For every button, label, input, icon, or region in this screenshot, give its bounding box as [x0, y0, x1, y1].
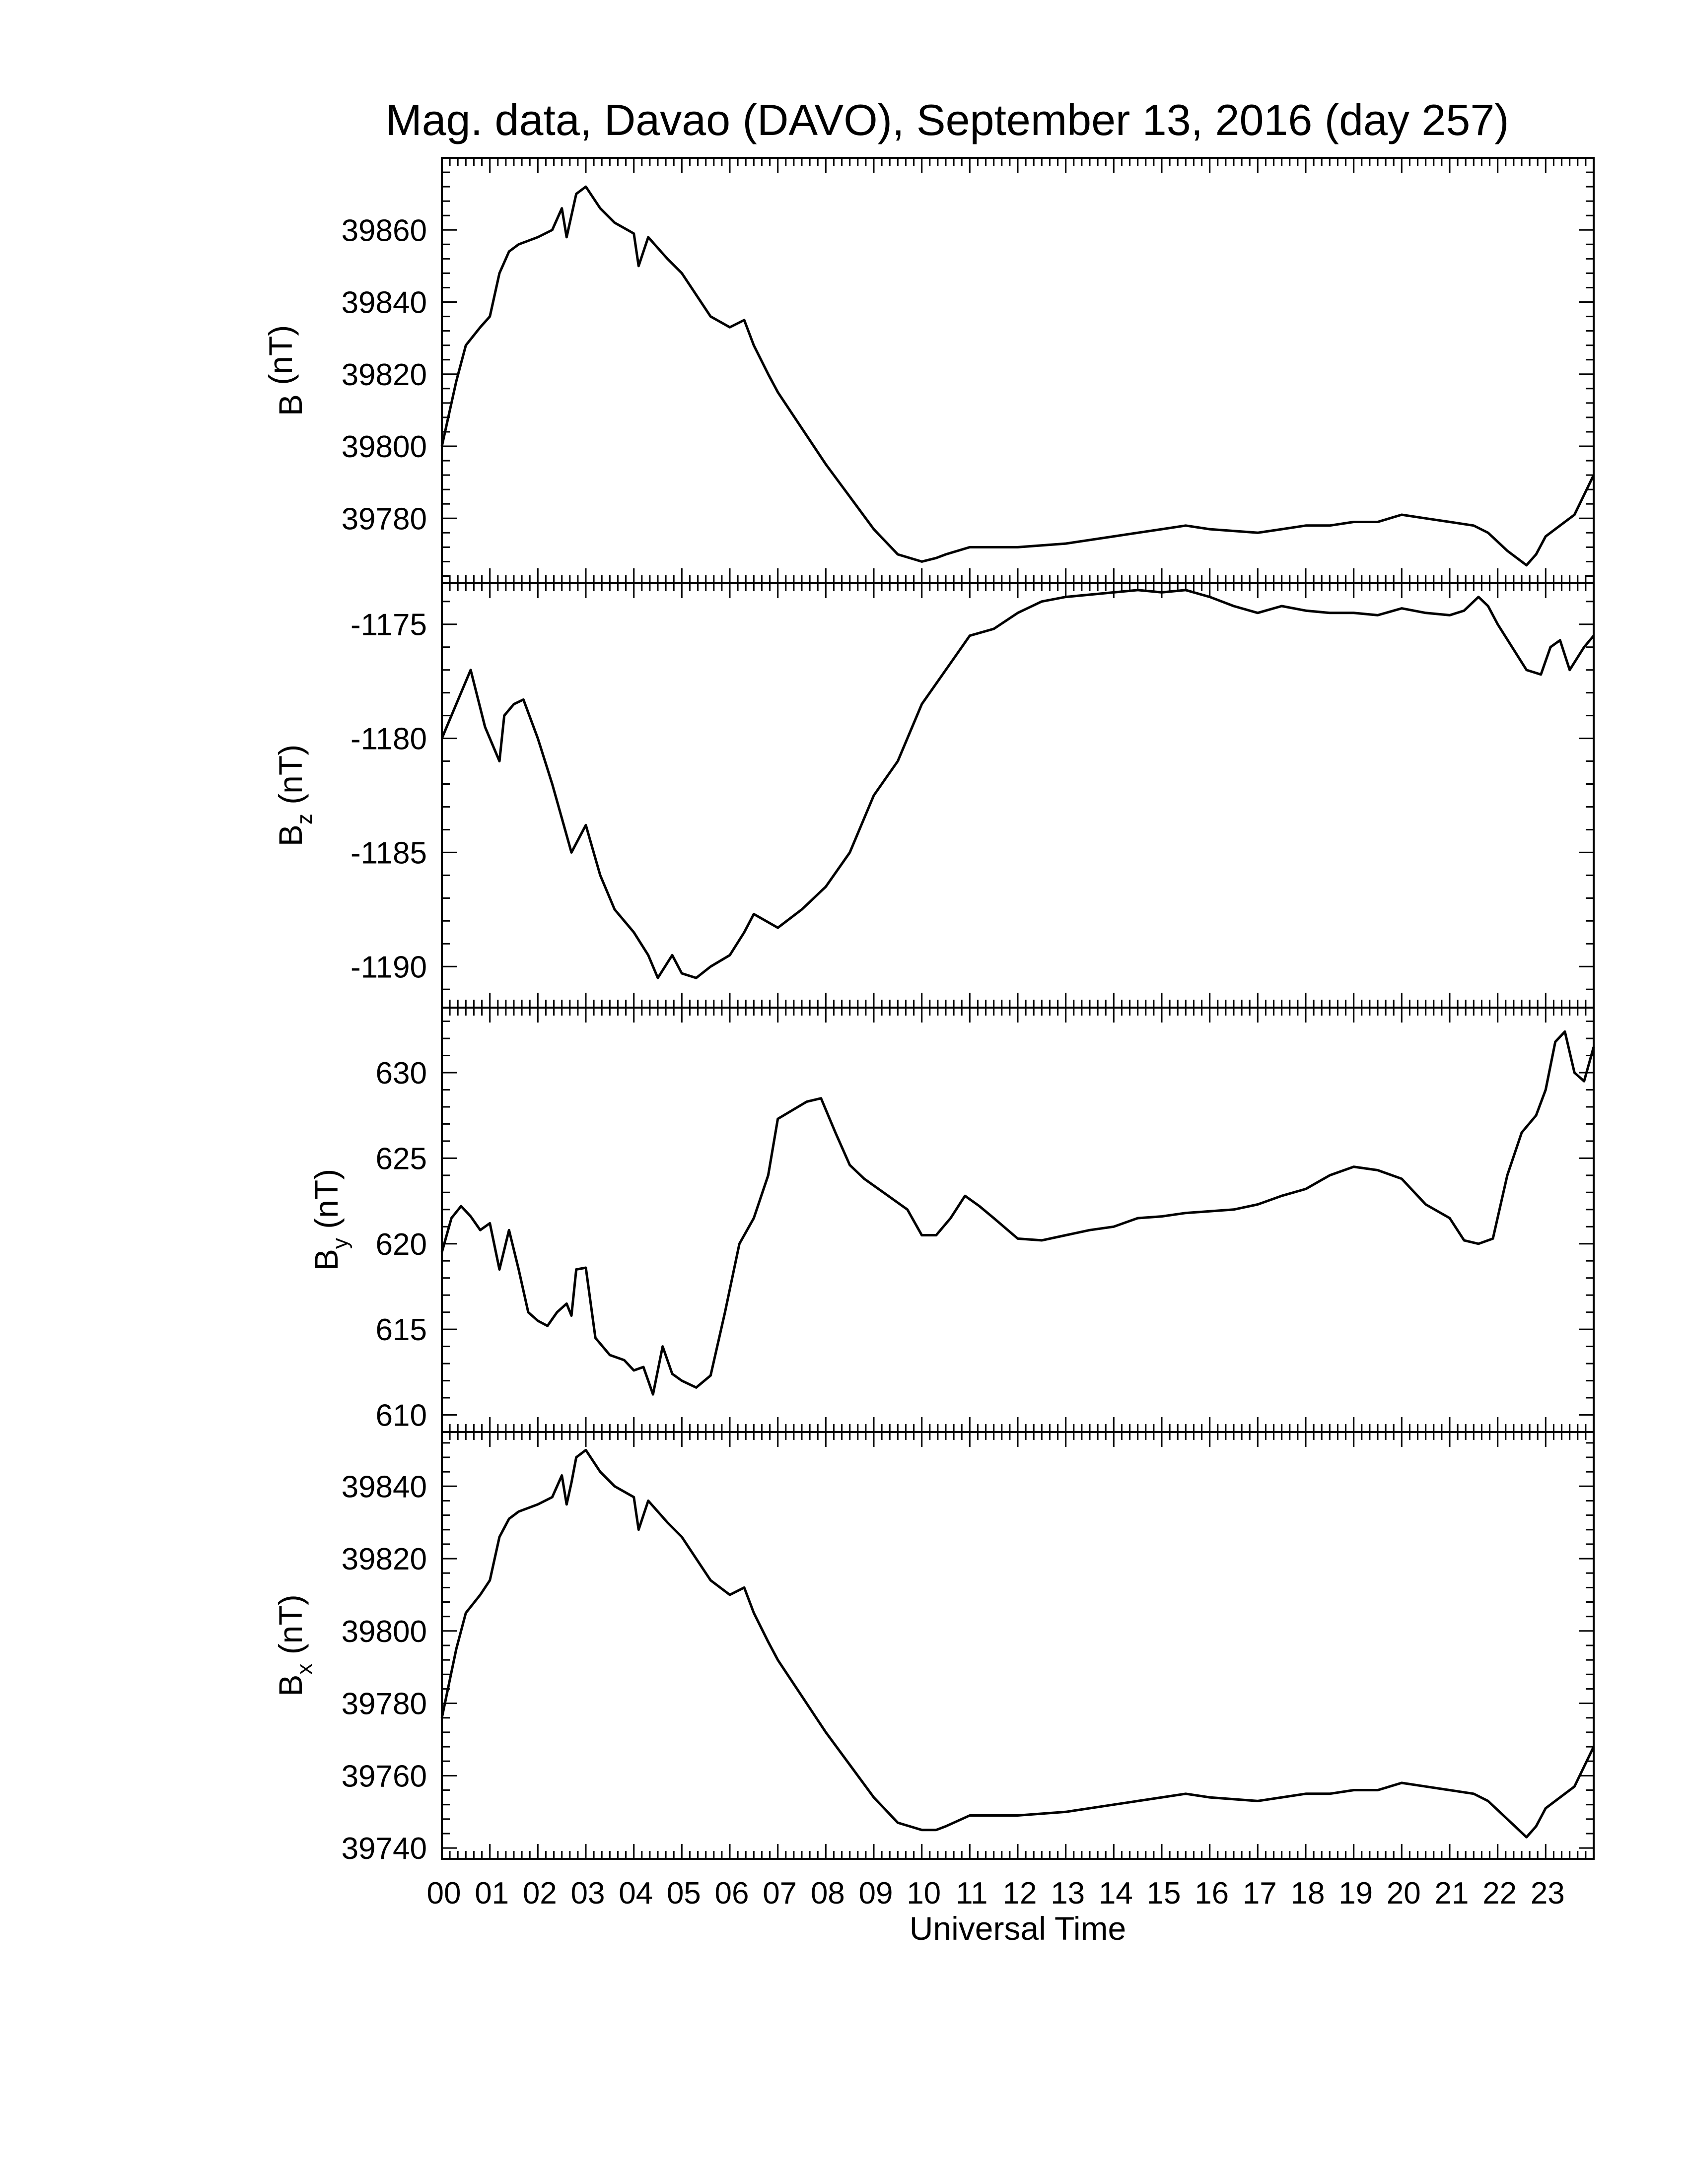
panel-b-y-tick-label: 39860	[342, 213, 427, 248]
panel-b-y-tick-label: 39780	[342, 502, 427, 536]
panel-b-series-line	[440, 185, 1595, 567]
panel-b: 39780 39800 39820 39840 39860 B (nT)	[262, 157, 1595, 584]
x-tick-label: 03	[571, 1876, 605, 1911]
x-tick-label: 04	[619, 1876, 653, 1911]
x-tick-label: 18	[1291, 1876, 1325, 1911]
x-tick-label: 09	[859, 1876, 893, 1911]
panel-bx-y-tick-label: 39760	[342, 1759, 427, 1793]
x-tick-label: 12	[1003, 1876, 1037, 1911]
panel-bx-y-tick-label: 39740	[342, 1832, 427, 1866]
x-tick-label: 19	[1338, 1876, 1373, 1911]
panel-by-y-tick-label: 620	[376, 1228, 427, 1262]
x-tick-label: 00	[427, 1876, 461, 1911]
panel-bx-y-tick-label: 39800	[342, 1615, 427, 1649]
panel-b-y-tick-label: 39820	[342, 358, 427, 392]
panel-by-y-tick-label: 625	[376, 1142, 427, 1176]
x-tick-label: 06	[715, 1876, 749, 1911]
panel-by-y-ticks: 610 615 620 625 630	[376, 1021, 1594, 1433]
panel-b-y-tick-label: 39840	[342, 286, 427, 320]
panel-bx-x-ticks	[441, 1432, 1595, 1859]
panel-bx-series-line	[440, 1448, 1595, 1839]
x-tick-label: 21	[1435, 1876, 1469, 1911]
x-tick-label: 22	[1482, 1876, 1517, 1911]
x-tick-label: 23	[1531, 1876, 1565, 1911]
panel-b-y-tick-label: 39800	[342, 430, 427, 464]
panel-bz-series-line	[440, 589, 1595, 979]
x-tick-label: 01	[475, 1876, 509, 1911]
x-tick-label: 08	[811, 1876, 845, 1911]
x-tick-labels: 00 01 02 03 04 05 06 07 08 09 10 11 12 13 14 15 16 17 18 19…	[427, 1876, 1565, 1911]
x-tick-label: 05	[667, 1876, 701, 1911]
panel-by-y-tick-label: 610	[376, 1399, 427, 1433]
x-tick-label: 14	[1099, 1876, 1133, 1911]
x-tick-label: 16	[1195, 1876, 1229, 1911]
panel-by: 610 615 620 625 630 By (nT)	[308, 1007, 1595, 1433]
panel-by-y-tick-label: 615	[376, 1313, 427, 1347]
x-tick-label: 20	[1387, 1876, 1421, 1911]
panel-bx: 39740 39760 39780 39800 39820 39840 Bx (nT) 0…	[272, 1431, 1595, 1911]
panel-bx-y-tick-label: 39840	[342, 1470, 427, 1504]
panel-by-y-tick-label: 630	[376, 1056, 427, 1091]
panel-bz-y-tick-label: -1185	[351, 836, 427, 870]
panel-by-frame	[441, 1007, 1595, 1433]
panel-b-y-axis-label: B (nT)	[262, 325, 309, 416]
x-axis-label: Universal Time	[910, 1910, 1126, 1947]
x-tick-label: 15	[1147, 1876, 1181, 1911]
panel-by-x-ticks	[441, 1008, 1595, 1432]
panel-bx-y-ticks: 39740 39760 39780 39800 39820 39840	[342, 1442, 1594, 1866]
x-tick-label: 02	[523, 1876, 557, 1911]
panel-bx-frame	[441, 1431, 1595, 1860]
x-tick-label: 11	[956, 1876, 987, 1911]
x-tick-label: 07	[763, 1876, 797, 1911]
x-tick-label: 17	[1243, 1876, 1277, 1911]
x-tick-label: 13	[1051, 1876, 1085, 1911]
panel-b-x-ticks	[441, 158, 1595, 583]
panel-bz-y-tick-label: -1180	[351, 722, 427, 756]
panel-bz-y-axis-label: Bz (nT)	[272, 745, 317, 846]
panel-by-y-axis-label: By (nT)	[308, 1169, 352, 1271]
chart-title: Mag. data, Davao (DAVO), September 13, 2…	[385, 95, 1509, 144]
panel-bx-y-tick-label: 39780	[342, 1687, 427, 1721]
x-tick-label: 10	[907, 1876, 941, 1911]
panel-bz-y-tick-label: -1190	[351, 950, 427, 984]
panel-bz-frame	[441, 582, 1595, 1009]
panel-by-series-line	[440, 1030, 1595, 1396]
panel-bz-x-ticks	[441, 583, 1595, 1008]
panel-bz-y-ticks: -1190 -1185 -1180 -1175	[351, 601, 1594, 990]
panel-bz: -1190 -1185 -1180 -1175 Bz (nT)	[272, 582, 1595, 1009]
panel-bx-y-tick-label: 39820	[342, 1542, 427, 1576]
panel-b-y-ticks: 39780 39800 39820 39840 39860	[342, 157, 1594, 577]
panel-bz-y-tick-label: -1175	[351, 608, 427, 642]
panel-bx-y-axis-label: Bx (nT)	[272, 1594, 317, 1696]
